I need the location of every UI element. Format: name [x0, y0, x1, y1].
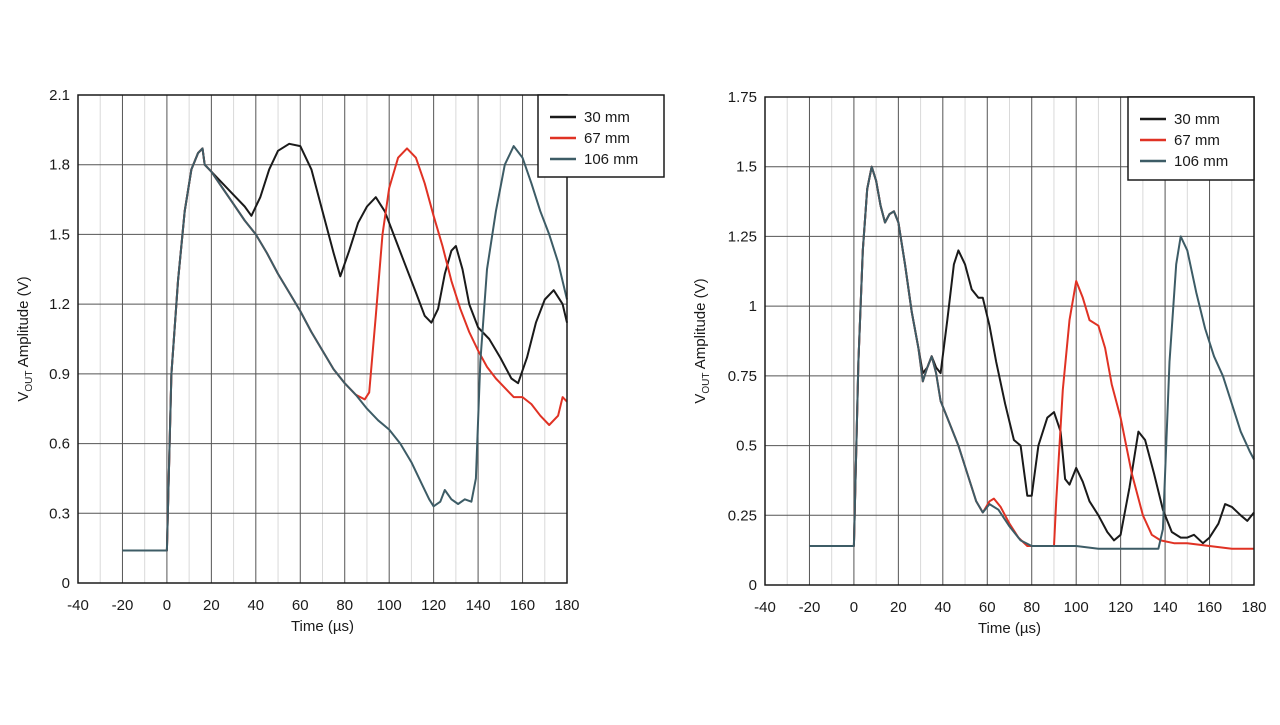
y-tick-label: 1.8 [49, 157, 70, 174]
chart-2: -40 -20 0 20 40 60 80 100 120 140 160 180 0 0.25 0.5 0.… [692, 89, 1267, 637]
x-axis-title: Time (µs) [291, 618, 354, 635]
plot-frame [77, 94, 568, 584]
x-tick-label: 20 [890, 599, 907, 616]
x-tick-label: 120 [1108, 599, 1133, 616]
x-tick-label: 40 [934, 599, 951, 616]
x-tick-label: 80 [336, 597, 353, 614]
series-line-106-mm [809, 165, 1255, 550]
y-tick-label: 0.75 [728, 368, 757, 385]
y-axis-title: VOUT Amplitude (V) [15, 276, 35, 401]
x-tick-label: 0 [163, 597, 171, 614]
legend-label: 30 mm [1174, 111, 1220, 128]
legend-label: 106 mm [1174, 153, 1228, 170]
legend-box [537, 94, 665, 178]
y-tick-label: 0.5 [736, 438, 757, 455]
legend: 30 mm 67 mm 106 mm [1127, 96, 1255, 181]
x-tick-label: 20 [203, 597, 220, 614]
x-tick-label: 100 [377, 597, 402, 614]
y-tick-label: 0 [749, 577, 757, 594]
x-tick-label: 100 [1064, 599, 1089, 616]
y-tick-label: 1.5 [49, 226, 70, 243]
y-tick-label: 0.25 [728, 507, 757, 524]
legend: 30 mm 67 mm 106 mm [537, 94, 665, 178]
y-tick-label: 0.9 [49, 366, 70, 383]
x-tick-label: 120 [421, 597, 446, 614]
x-tick-label: -20 [112, 597, 134, 614]
y-tick-label: 1.25 [728, 228, 757, 245]
x-tick-label: 180 [1241, 599, 1266, 616]
x-tick-label: 160 [1197, 599, 1222, 616]
y-tick-label: 1.2 [49, 296, 70, 313]
x-tick-label: 60 [292, 597, 309, 614]
x-tick-label: 180 [554, 597, 579, 614]
legend-label: 30 mm [584, 109, 630, 126]
x-tick-label: -20 [799, 599, 821, 616]
legend-box [1127, 96, 1255, 181]
x-tick-label: 60 [979, 599, 996, 616]
x-tick-label: 160 [510, 597, 535, 614]
legend-label: 67 mm [584, 130, 630, 147]
y-tick-label: 0.3 [49, 505, 70, 522]
y-tick-label: 1.75 [728, 89, 757, 106]
y-tick-label: 0 [62, 575, 70, 592]
x-axis-title: Time (µs) [978, 620, 1041, 637]
plot-frame [764, 96, 1255, 586]
x-tick-label: 80 [1023, 599, 1040, 616]
x-tick-label: 140 [1153, 599, 1178, 616]
y-tick-label: 2.1 [49, 87, 70, 104]
x-tick-label: 0 [850, 599, 858, 616]
x-tick-label: -40 [67, 597, 89, 614]
legend-label: 106 mm [584, 151, 638, 168]
x-tick-label: -40 [754, 599, 776, 616]
series-line-106-mm [122, 145, 568, 552]
x-tick-label: 40 [247, 597, 264, 614]
chart-1: -40 -20 0 20 40 60 80 100 120 140 160 180 0 0.3 0.6 0.9… [15, 87, 665, 635]
y-tick-label: 1.5 [736, 159, 757, 176]
y-tick-label: 0.6 [49, 436, 70, 453]
legend-label: 67 mm [1174, 132, 1220, 149]
y-axis-title: VOUT Amplitude (V) [692, 278, 712, 403]
y-tick-label: 1 [749, 298, 757, 315]
x-tick-label: 140 [466, 597, 491, 614]
